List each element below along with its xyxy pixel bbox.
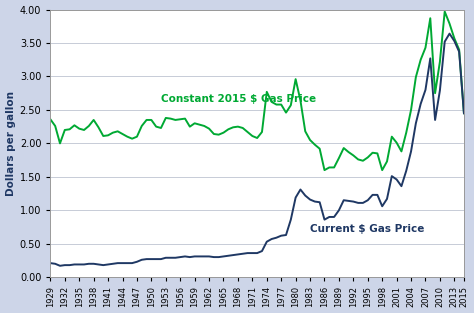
Y-axis label: Dollars per gallon: Dollars per gallon bbox=[6, 91, 16, 196]
Constant 2015 $ Gas Price bbox=[47, 117, 53, 121]
Constant 2015 $ Gas Price bbox=[461, 111, 467, 115]
Current $ Gas Price bbox=[47, 261, 53, 265]
Constant 2015 $ Gas Price bbox=[255, 136, 260, 140]
Current $ Gas Price bbox=[226, 254, 231, 258]
Current $ Gas Price bbox=[119, 261, 125, 265]
Constant 2015 $ Gas Price bbox=[389, 135, 395, 139]
Current $ Gas Price bbox=[461, 111, 467, 115]
Current $ Gas Price bbox=[259, 249, 265, 253]
Current $ Gas Price bbox=[447, 32, 452, 35]
Text: Current $ Gas Price: Current $ Gas Price bbox=[310, 224, 424, 234]
Constant 2015 $ Gas Price bbox=[139, 124, 145, 128]
Constant 2015 $ Gas Price bbox=[442, 10, 447, 13]
Text: Constant 2015 $ Gas Price: Constant 2015 $ Gas Price bbox=[161, 94, 316, 104]
Current $ Gas Price bbox=[57, 264, 63, 268]
Constant 2015 $ Gas Price bbox=[115, 130, 120, 133]
Current $ Gas Price bbox=[144, 257, 149, 261]
Constant 2015 $ Gas Price bbox=[168, 117, 173, 121]
Current $ Gas Price bbox=[173, 256, 178, 260]
Constant 2015 $ Gas Price bbox=[221, 131, 227, 135]
Line: Current $ Gas Price: Current $ Gas Price bbox=[50, 33, 464, 266]
Current $ Gas Price bbox=[389, 174, 395, 178]
Constant 2015 $ Gas Price bbox=[322, 168, 328, 172]
Line: Constant 2015 $ Gas Price: Constant 2015 $ Gas Price bbox=[50, 12, 464, 170]
